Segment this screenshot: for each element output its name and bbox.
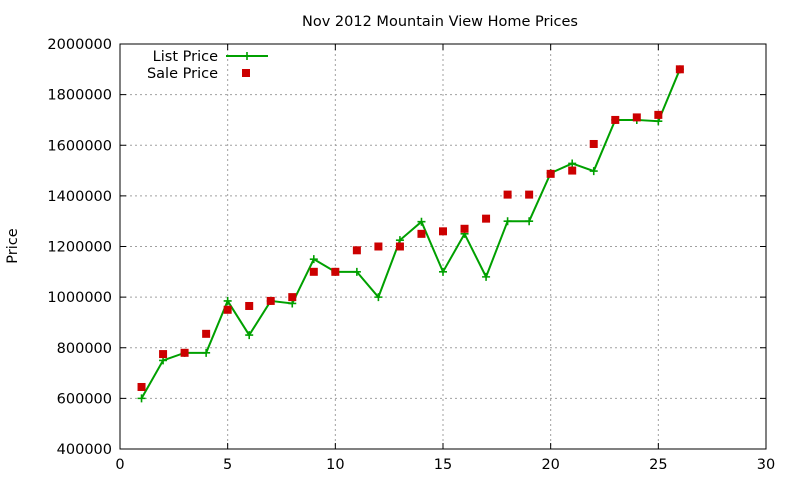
sale-price-point bbox=[482, 214, 491, 223]
y-tick-label: 1400000 bbox=[47, 189, 112, 205]
y-tick-label: 2000000 bbox=[47, 37, 112, 53]
sale-price-point bbox=[137, 382, 146, 391]
list-price-point bbox=[417, 217, 426, 226]
sale-price-point bbox=[589, 139, 598, 148]
legend-label: List Price bbox=[153, 49, 218, 65]
sale-price-point bbox=[395, 242, 404, 251]
legend-label: Sale Price bbox=[147, 66, 218, 82]
y-axis-label: Price bbox=[5, 228, 21, 263]
x-tick-label: 25 bbox=[649, 457, 667, 473]
sale-price-point bbox=[417, 229, 426, 238]
sale-price-point bbox=[546, 169, 555, 178]
sale-price-point bbox=[675, 65, 684, 74]
sale-price-point bbox=[611, 115, 620, 124]
plot-series bbox=[137, 65, 684, 403]
list-price-point bbox=[245, 331, 254, 340]
sale-price-point bbox=[202, 329, 211, 338]
sale-price-point bbox=[266, 296, 275, 305]
legend-swatch-marker bbox=[243, 52, 251, 60]
grid-lines bbox=[120, 44, 766, 449]
sale-price-point bbox=[309, 267, 318, 276]
x-tick-label: 20 bbox=[541, 457, 559, 473]
y-tick-label: 1800000 bbox=[47, 88, 112, 104]
list-price-point bbox=[503, 217, 512, 226]
y-tick-label: 600000 bbox=[57, 391, 112, 407]
x-tick-label: 0 bbox=[115, 457, 124, 473]
list-price-point bbox=[589, 167, 598, 176]
list-price-point bbox=[137, 394, 146, 403]
sale-price-point bbox=[632, 113, 641, 122]
sale-price-point bbox=[331, 267, 340, 276]
sale-price-point bbox=[568, 166, 577, 175]
sale-price-point bbox=[503, 190, 512, 199]
sale-price-point bbox=[288, 293, 297, 302]
y-tick-label: 1600000 bbox=[47, 138, 112, 154]
list-price-point bbox=[439, 267, 447, 276]
sale-price-point bbox=[180, 348, 189, 357]
sale-price-point bbox=[245, 301, 254, 310]
list-price-line bbox=[140, 68, 681, 399]
list-price-point bbox=[202, 348, 211, 357]
list-price-point bbox=[374, 293, 383, 302]
sale-price-point bbox=[374, 242, 383, 251]
sale-price-point bbox=[525, 190, 534, 199]
chart-title: Nov 2012 Mountain View Home Prices bbox=[302, 14, 578, 30]
list-price-point bbox=[568, 159, 577, 168]
axes: 0 5 10 15 20 25 30 400000 600000 800000 1000000 120… bbox=[47, 37, 775, 473]
sale-price-point bbox=[654, 110, 663, 119]
sale-price-point bbox=[439, 227, 447, 236]
y-tick-label: 400000 bbox=[57, 442, 112, 458]
list-price-point bbox=[352, 267, 361, 276]
sale-price-point bbox=[223, 305, 232, 314]
x-tick-label: 30 bbox=[757, 457, 775, 473]
y-tick-label: 800000 bbox=[57, 341, 112, 357]
sale-price-point bbox=[159, 350, 168, 359]
x-tick-label: 5 bbox=[223, 457, 232, 473]
x-tick-label: 10 bbox=[326, 457, 344, 473]
legend-swatch-marker bbox=[242, 69, 250, 77]
list-price-point bbox=[525, 217, 534, 226]
sale-price-point bbox=[352, 246, 361, 255]
series-sale-price bbox=[137, 65, 684, 391]
x-tick-label: 15 bbox=[434, 457, 452, 473]
y-tick-label: 1200000 bbox=[47, 240, 112, 256]
list-price-point bbox=[223, 296, 232, 305]
sale-price-point bbox=[460, 224, 469, 233]
y-tick-label: 1000000 bbox=[47, 290, 112, 306]
list-price-point bbox=[309, 255, 318, 264]
series-list-price bbox=[137, 65, 684, 403]
list-price-point bbox=[482, 272, 491, 281]
